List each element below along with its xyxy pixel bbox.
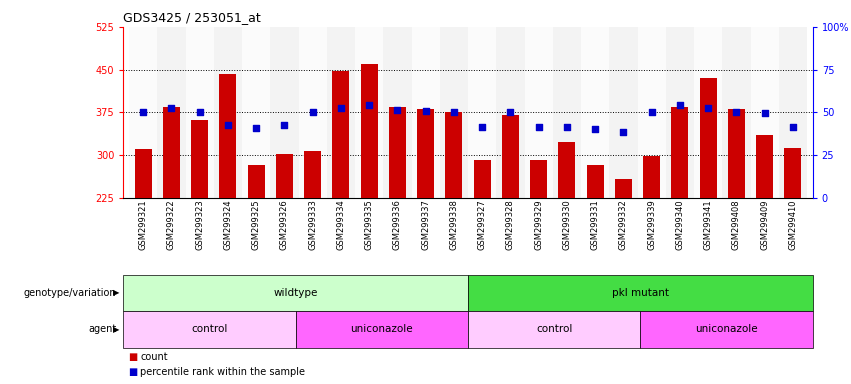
- Bar: [304, 151, 321, 198]
- Bar: [553, 27, 581, 198]
- Bar: [355, 27, 383, 198]
- Text: ■: ■: [128, 352, 137, 362]
- Bar: [361, 64, 378, 198]
- Point: [476, 124, 489, 130]
- Bar: [186, 27, 214, 198]
- Bar: [694, 27, 722, 198]
- Bar: [242, 27, 271, 198]
- Point: [504, 109, 517, 115]
- Point: [136, 109, 150, 115]
- Bar: [496, 27, 524, 198]
- Point: [560, 124, 574, 130]
- Text: control: control: [191, 324, 228, 334]
- Point: [334, 105, 348, 111]
- Text: uniconazole: uniconazole: [695, 324, 758, 334]
- Bar: [524, 27, 553, 198]
- Point: [532, 124, 545, 130]
- Point: [277, 122, 291, 129]
- Bar: [220, 74, 237, 198]
- Text: percentile rank within the sample: percentile rank within the sample: [140, 367, 306, 377]
- Bar: [615, 179, 632, 198]
- Bar: [474, 160, 491, 198]
- Bar: [134, 149, 151, 198]
- Text: agent: agent: [89, 324, 117, 334]
- Bar: [530, 160, 547, 198]
- Point: [249, 125, 263, 131]
- Bar: [722, 27, 751, 198]
- Point: [758, 110, 772, 116]
- Bar: [700, 78, 717, 198]
- Bar: [779, 27, 807, 198]
- Bar: [751, 27, 779, 198]
- Bar: [581, 27, 609, 198]
- Bar: [728, 109, 745, 198]
- Text: ■: ■: [128, 367, 137, 377]
- Text: GDS3425 / 253051_at: GDS3425 / 253051_at: [123, 11, 261, 24]
- Bar: [671, 107, 688, 198]
- Bar: [248, 165, 265, 198]
- Bar: [333, 71, 350, 198]
- Bar: [129, 27, 157, 198]
- Bar: [299, 27, 327, 198]
- Text: uniconazole: uniconazole: [351, 324, 414, 334]
- Point: [419, 108, 432, 114]
- Bar: [468, 27, 496, 198]
- Point: [221, 122, 235, 129]
- Bar: [417, 109, 434, 198]
- Text: control: control: [536, 324, 573, 334]
- Bar: [383, 27, 412, 198]
- Bar: [609, 27, 637, 198]
- Bar: [191, 120, 208, 198]
- Bar: [163, 107, 180, 198]
- Point: [673, 103, 687, 109]
- Point: [617, 129, 631, 135]
- Text: genotype/variation: genotype/variation: [24, 288, 117, 298]
- Bar: [214, 27, 242, 198]
- Text: pkl mutant: pkl mutant: [612, 288, 669, 298]
- Bar: [157, 27, 186, 198]
- Bar: [586, 165, 603, 198]
- Bar: [327, 27, 355, 198]
- Bar: [558, 142, 575, 198]
- Bar: [440, 27, 468, 198]
- Text: ▶: ▶: [112, 325, 119, 334]
- Bar: [389, 107, 406, 198]
- Bar: [665, 27, 694, 198]
- Bar: [637, 27, 665, 198]
- Point: [729, 109, 743, 115]
- Bar: [643, 156, 660, 198]
- Bar: [276, 154, 293, 198]
- Text: count: count: [140, 352, 168, 362]
- Point: [588, 126, 602, 132]
- Point: [786, 124, 800, 130]
- Bar: [271, 27, 299, 198]
- Bar: [412, 27, 440, 198]
- Point: [447, 109, 460, 115]
- Point: [391, 107, 404, 113]
- Point: [701, 105, 715, 111]
- Bar: [445, 112, 462, 198]
- Text: wildtype: wildtype: [273, 288, 318, 298]
- Bar: [502, 115, 519, 198]
- Point: [645, 109, 659, 115]
- Bar: [785, 148, 802, 198]
- Point: [363, 103, 376, 109]
- Point: [193, 109, 207, 115]
- Text: ▶: ▶: [112, 288, 119, 297]
- Bar: [757, 135, 774, 198]
- Point: [164, 105, 178, 111]
- Point: [306, 109, 319, 115]
